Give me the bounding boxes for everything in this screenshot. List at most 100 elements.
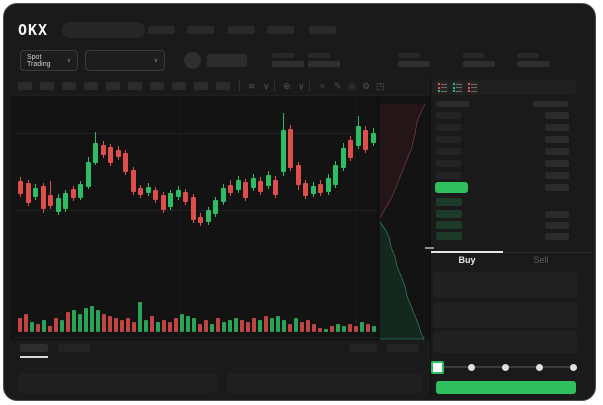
nav-item[interactable] <box>148 26 175 34</box>
ticker-stat-label <box>517 53 539 58</box>
volume-bar <box>66 312 70 332</box>
timeframe-button[interactable] <box>40 82 54 90</box>
orderbook-icon-row <box>453 86 462 89</box>
amount-slider-stop[interactable] <box>468 364 475 371</box>
camera-icon[interactable]: ◎ <box>348 81 356 91</box>
volume-bar <box>366 324 370 332</box>
amount-slider-handle[interactable] <box>431 361 444 374</box>
candle-body <box>265 175 271 186</box>
timeframe-button[interactable] <box>84 82 98 90</box>
bottom-action-1[interactable] <box>349 344 377 352</box>
volume-bar <box>168 322 172 332</box>
timeframe-button[interactable] <box>128 82 142 90</box>
market-type-dropdown[interactable]: Spot Trading ∨ <box>20 50 78 71</box>
volume-bar <box>360 322 364 332</box>
bid-amount-bar <box>545 233 569 240</box>
bid-price-bar[interactable] <box>436 198 462 206</box>
ask-price-bar[interactable] <box>436 160 461 167</box>
okx-logo[interactable]: OKX <box>18 21 49 39</box>
timeframe-button[interactable] <box>106 82 120 90</box>
bid-price-bar[interactable] <box>436 232 462 240</box>
draw-icon[interactable]: ✎ <box>334 81 342 91</box>
submit-order-button[interactable] <box>436 381 576 394</box>
orderbook-bids-icon[interactable] <box>452 82 463 93</box>
volume-bar <box>114 318 118 332</box>
search-bar[interactable] <box>62 22 145 38</box>
ticker-stat-label <box>272 53 294 58</box>
volume-bar <box>222 322 226 332</box>
orderbook-icon-row <box>453 90 462 92</box>
pair-dropdown[interactable]: ∨ <box>85 50 165 71</box>
volume-bar <box>306 320 310 332</box>
trade-input-field[interactable] <box>433 272 577 298</box>
candle-body <box>70 189 76 198</box>
tab-buy[interactable]: Buy <box>458 255 476 265</box>
chevron-down-icon[interactable]: ∨ <box>263 81 270 91</box>
amount-slider-stop[interactable] <box>570 364 577 371</box>
ask-amount-bar <box>545 148 569 155</box>
orderbook-asks-icon[interactable] <box>467 82 478 93</box>
volume-bar <box>126 318 130 332</box>
volume-bar <box>84 308 88 332</box>
fullscreen-icon[interactable]: ◳ <box>376 81 385 91</box>
timeframe-button[interactable] <box>62 82 76 90</box>
ask-price-bar[interactable] <box>436 136 461 143</box>
settings-icon[interactable]: ⚙ <box>362 81 371 91</box>
nav-item[interactable] <box>187 26 214 34</box>
nav-item[interactable] <box>309 26 336 34</box>
indicators-icon[interactable]: ⊕ <box>283 81 291 91</box>
nav-item[interactable] <box>267 26 294 34</box>
tab-sell[interactable]: Sell <box>533 255 549 265</box>
orderbook-icon-row <box>438 83 447 85</box>
bottom-tab-1[interactable] <box>20 344 48 352</box>
timeframe-button[interactable] <box>172 82 186 90</box>
orderbook-icon-row <box>438 90 447 92</box>
trade-input-field[interactable] <box>433 302 577 328</box>
candle-body <box>213 200 218 214</box>
bid-price-bar[interactable] <box>436 221 462 229</box>
timeframe-button[interactable] <box>194 82 208 90</box>
timeframe-button[interactable] <box>18 82 32 90</box>
bottom-action-2[interactable] <box>387 344 419 352</box>
volume-bar <box>258 320 262 332</box>
candle-body <box>153 190 158 200</box>
nav-item[interactable] <box>228 26 255 34</box>
candle-body <box>183 192 188 202</box>
chevron-down-icon[interactable]: ∨ <box>298 81 305 91</box>
candle-body <box>55 198 61 212</box>
trade-input-field[interactable] <box>433 331 577 353</box>
chart-type-icon[interactable]: ≋ <box>248 81 256 91</box>
timeframe-button[interactable] <box>150 82 164 90</box>
amount-slider-stop[interactable] <box>536 364 543 371</box>
ask-price-bar[interactable] <box>436 112 461 119</box>
toolbar-separator <box>239 80 240 92</box>
ask-price-bar[interactable] <box>436 172 461 179</box>
volume-bar <box>372 326 376 332</box>
orderbook-price-header <box>436 101 469 107</box>
volume-bar <box>54 318 58 332</box>
candle-body <box>318 184 323 193</box>
ask-price-bar[interactable] <box>436 124 461 131</box>
volume-bar <box>30 322 34 332</box>
timeframe-button[interactable] <box>216 82 230 90</box>
candle-body <box>100 145 106 155</box>
ask-price-bar[interactable] <box>436 148 461 155</box>
ticker-stat-label <box>463 53 485 58</box>
amount-slider-stop[interactable] <box>502 364 509 371</box>
orderbook-all-icon[interactable] <box>437 82 448 93</box>
candle-body <box>130 170 136 192</box>
volume-bar <box>264 316 268 332</box>
toolbar-divider <box>15 95 430 96</box>
candle-body <box>138 188 143 195</box>
trade-tabs-divider <box>431 252 592 253</box>
candle-body <box>40 186 46 209</box>
ask-amount-bar <box>545 124 569 131</box>
candle-body <box>93 143 98 163</box>
line-tool-icon[interactable]: ≈ <box>320 81 325 91</box>
candle-body <box>258 181 263 192</box>
volume-bar <box>348 324 352 332</box>
candle-body <box>25 183 31 203</box>
bid-price-bar[interactable] <box>436 210 462 218</box>
bottom-tab-2[interactable] <box>58 344 90 352</box>
volume-bar <box>324 329 328 332</box>
